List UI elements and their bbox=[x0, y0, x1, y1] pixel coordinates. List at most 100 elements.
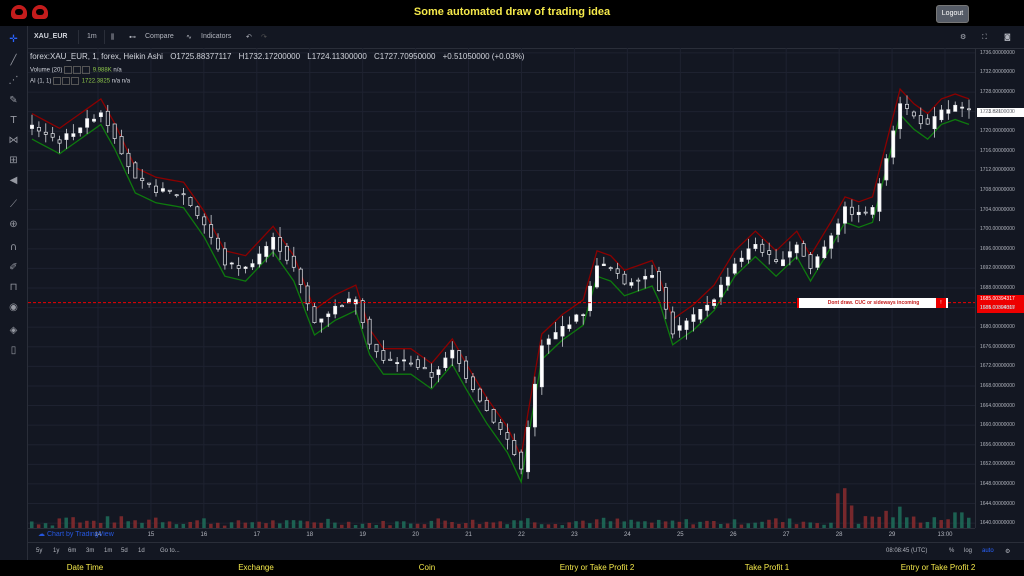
redo-icon[interactable]: ↷ bbox=[261, 33, 267, 41]
interval-select[interactable]: 1m bbox=[87, 33, 97, 40]
logo-icon bbox=[32, 5, 48, 19]
range-5d[interactable]: 5d bbox=[121, 548, 128, 554]
candle-body bbox=[829, 235, 834, 249]
candle-body bbox=[505, 432, 510, 440]
candle-body bbox=[905, 103, 909, 109]
legend-symbol[interactable]: forex:XAU_EUR, 1, forex, Heikin Ashi bbox=[30, 52, 163, 61]
candle-body bbox=[746, 248, 751, 260]
candle-body bbox=[443, 357, 448, 369]
log-toggle[interactable]: log bbox=[964, 548, 973, 554]
candle-body bbox=[195, 206, 200, 216]
volume-bar bbox=[312, 522, 316, 528]
compare-button[interactable]: Compare bbox=[145, 33, 174, 40]
candle-body bbox=[312, 306, 317, 323]
volume-bar bbox=[147, 519, 151, 528]
price-axis[interactable]: 1723.82100000 1685.00394317 1685.0039431… bbox=[975, 48, 1024, 528]
tradingview-widget: ✛ ╱ ⋰ ✎ T ⋈ ⊞ ◀ ⟋ ⊕ ∩ ✐ ⊓ ◉ ◈ ▯ XAU_EUR … bbox=[0, 26, 1024, 560]
candle-body bbox=[450, 349, 455, 359]
undo-icon[interactable]: ↶ bbox=[246, 33, 252, 41]
symbol-search[interactable]: XAU_EUR bbox=[34, 33, 68, 40]
volume-bar bbox=[222, 525, 227, 528]
price-tick-label: 1648.00000000 bbox=[980, 480, 1015, 487]
price-tick-label: 1652.00000000 bbox=[980, 461, 1015, 468]
camera-icon[interactable]: ◙ bbox=[1004, 33, 1011, 41]
candle-body bbox=[381, 350, 386, 361]
magnet-icon[interactable]: ∩ bbox=[9, 242, 18, 253]
candle-type-icon[interactable]: ⫼ bbox=[111, 33, 115, 41]
chart-pane[interactable]: forex:XAU_EUR, 1, forex, Heikin Ashi O17… bbox=[28, 48, 975, 528]
time-tick-label: 25 bbox=[676, 532, 684, 538]
range-3m[interactable]: 3m bbox=[86, 548, 95, 554]
eye-icon[interactable]: ◉ bbox=[9, 302, 18, 313]
auto-toggle[interactable]: auto bbox=[982, 548, 994, 554]
candle-body bbox=[126, 152, 131, 168]
fullscreen-icon[interactable]: ⛶ bbox=[982, 33, 987, 41]
range-1y[interactable]: 1y bbox=[53, 548, 60, 554]
time-axis[interactable]: 14 15 16 17 18 19 20 21 22 23 24 25 26 27 28 29 13:00 bbox=[28, 528, 975, 543]
watermark-text[interactable]: Chart by TradingView bbox=[46, 531, 114, 538]
volume-bar bbox=[298, 520, 303, 528]
range-1d[interactable]: 1d bbox=[138, 548, 145, 554]
candle-body bbox=[291, 255, 296, 268]
zoom-icon[interactable]: ⊕ bbox=[9, 219, 18, 230]
candle-body bbox=[532, 383, 537, 428]
price-tick-label: 1732.00000000 bbox=[980, 69, 1015, 76]
candle-body bbox=[154, 185, 158, 193]
volume-label[interactable]: Volume (20) bbox=[30, 67, 63, 74]
candle-body bbox=[236, 265, 241, 269]
range-1m[interactable]: 1m bbox=[104, 548, 113, 554]
ai-legend: AI (1, 1) 1722.3825 n/a n/a bbox=[30, 77, 130, 85]
fib-icon[interactable]: ⋰ bbox=[8, 75, 19, 86]
axis-settings-icon[interactable]: ⚙ bbox=[1005, 548, 1011, 555]
volume-bar bbox=[326, 518, 330, 528]
volume-bar bbox=[870, 516, 875, 528]
candle-body bbox=[781, 259, 785, 267]
candle-body bbox=[36, 126, 41, 132]
candle-body bbox=[319, 318, 324, 323]
trend-line-icon[interactable]: ╱ bbox=[10, 55, 17, 66]
candlestick-chart[interactable] bbox=[28, 48, 975, 528]
chart-toolbar: XAU_EUR 1m ⫼ ⊷ Compare ∿ Indicators ↶ ↷ … bbox=[28, 26, 1024, 49]
volume-bar bbox=[470, 519, 475, 528]
text-icon[interactable]: T bbox=[10, 115, 17, 126]
volume-bar bbox=[464, 523, 468, 528]
settings-icon[interactable]: ⚙ bbox=[960, 33, 967, 41]
candle-body bbox=[429, 371, 434, 378]
volume-bar bbox=[526, 518, 530, 528]
prediction-icon[interactable]: ⊞ bbox=[9, 155, 18, 166]
range-6m[interactable]: 6m bbox=[68, 548, 77, 554]
volume-bar bbox=[271, 520, 275, 528]
lock-icon[interactable]: ⊓ bbox=[9, 282, 18, 293]
trash-icon[interactable]: ▯ bbox=[10, 345, 17, 356]
lock-drawings-icon[interactable]: ✐ bbox=[9, 262, 18, 273]
candle-body bbox=[174, 194, 179, 197]
range-5y[interactable]: 5y bbox=[36, 548, 43, 554]
time-tick-label: 24 bbox=[624, 532, 631, 538]
candle-body bbox=[71, 133, 76, 137]
volume-bar bbox=[395, 521, 399, 528]
goto-button[interactable]: Go to... bbox=[160, 548, 180, 554]
logout-button[interactable]: Logout bbox=[936, 5, 969, 23]
candle-body bbox=[870, 207, 875, 215]
candle-body bbox=[360, 300, 365, 323]
annotation-note[interactable]: Dont draw. CUC or sideways incoming bbox=[797, 297, 948, 308]
layers-icon[interactable]: ◈ bbox=[9, 325, 18, 336]
indicators-button[interactable]: Indicators bbox=[201, 33, 232, 40]
ai-label[interactable]: AI (1, 1) bbox=[30, 78, 52, 85]
tradingview-watermark[interactable]: ☁ Chart by TradingView bbox=[38, 531, 114, 538]
candle-body bbox=[119, 136, 124, 155]
candle-body bbox=[216, 237, 220, 250]
candle-body bbox=[181, 193, 186, 196]
price-tick-label: 1736.00000000 bbox=[980, 49, 1015, 56]
back-arrow-icon[interactable]: ◀ bbox=[9, 175, 18, 186]
candle-body bbox=[843, 206, 847, 224]
pattern-icon[interactable]: ⋈ bbox=[8, 135, 19, 146]
volume-bar bbox=[953, 512, 957, 528]
volume-bar bbox=[229, 522, 234, 528]
ruler-icon[interactable]: ⟋ bbox=[10, 199, 17, 210]
brush-icon[interactable]: ✎ bbox=[9, 95, 18, 106]
percent-toggle[interactable]: % bbox=[949, 548, 955, 554]
crosshair-icon[interactable]: ✛ bbox=[9, 34, 18, 45]
volume-bar bbox=[216, 522, 220, 528]
volume-bar bbox=[484, 521, 489, 528]
